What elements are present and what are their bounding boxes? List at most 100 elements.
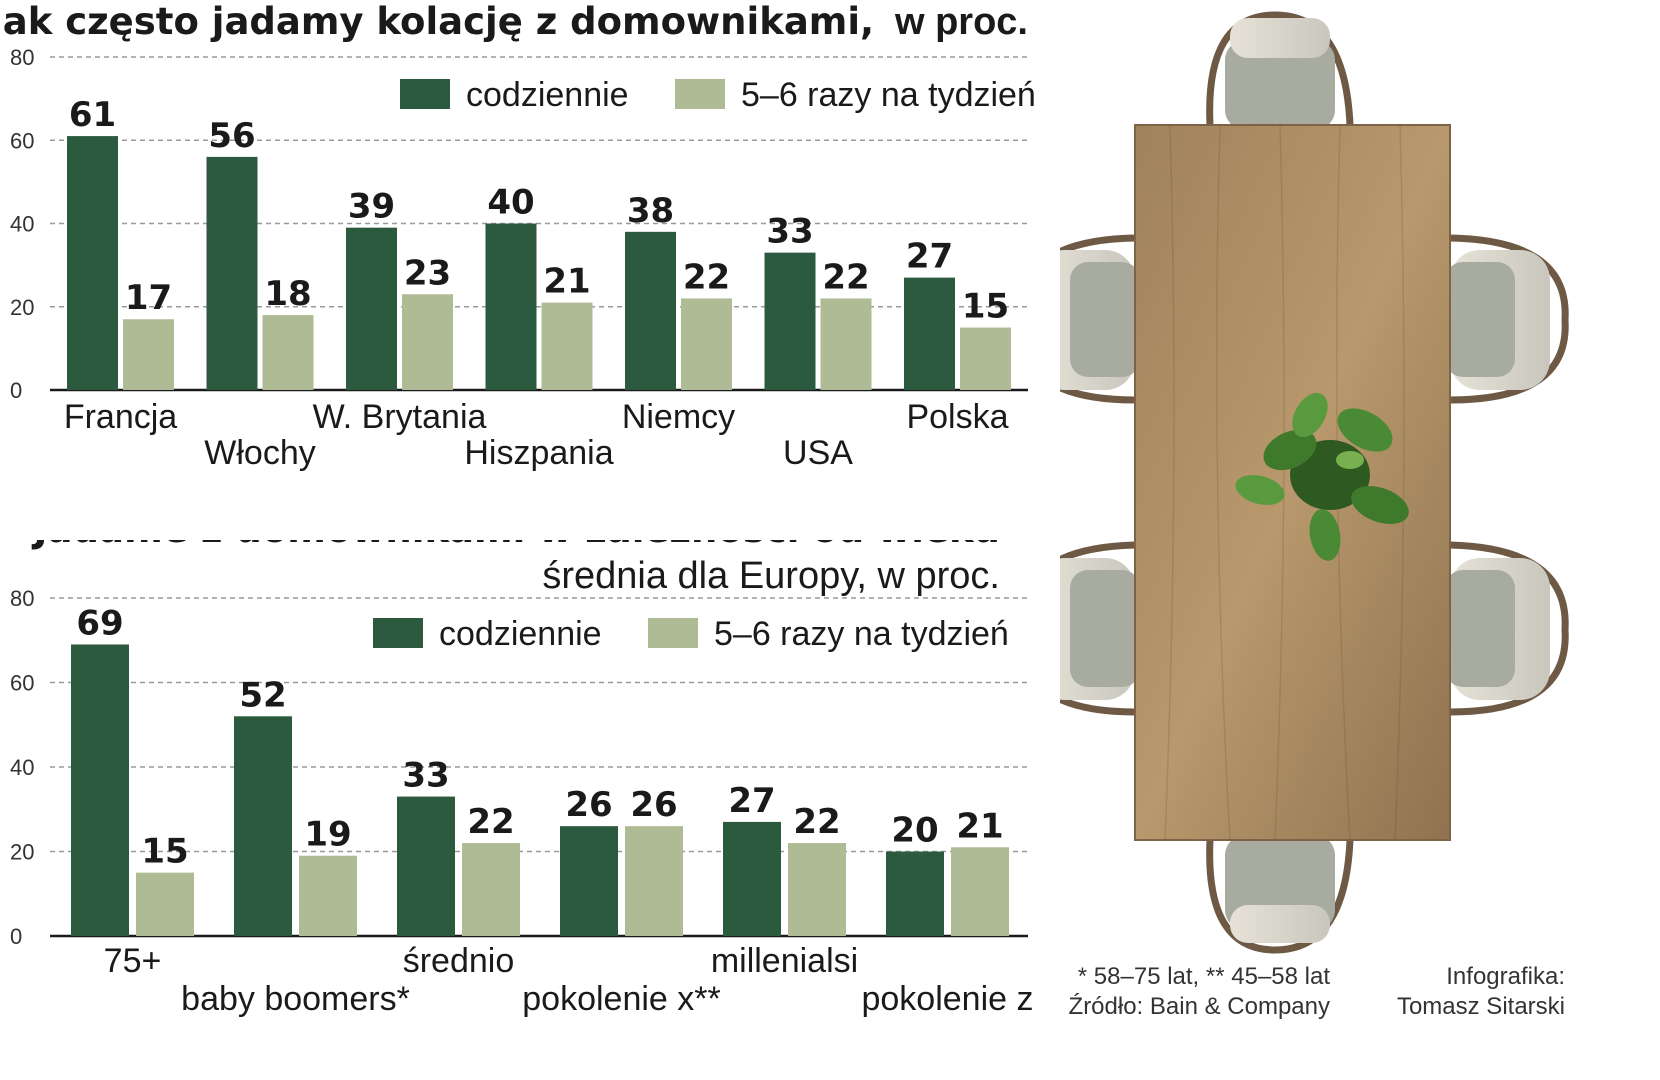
bar bbox=[136, 872, 194, 936]
data-label: 18 bbox=[264, 274, 311, 314]
category-label: 75+ bbox=[104, 942, 162, 980]
chair-left-top bbox=[1060, 234, 1140, 404]
data-label: 20 bbox=[891, 811, 938, 851]
data-label: 22 bbox=[822, 257, 869, 297]
y-tick-label: 0 bbox=[10, 924, 22, 949]
bar bbox=[723, 821, 781, 936]
y-tick-label: 20 bbox=[10, 840, 34, 865]
bar bbox=[541, 302, 593, 390]
category-label: millenialsi bbox=[711, 942, 858, 980]
data-label: 27 bbox=[906, 237, 953, 277]
bar bbox=[625, 231, 676, 390]
bar bbox=[485, 223, 537, 390]
category-label: Hiszpania bbox=[464, 434, 613, 472]
bar bbox=[820, 298, 872, 390]
chart-country: Jak często jadamy kolację z domownikami,… bbox=[0, 0, 1036, 472]
bar bbox=[123, 319, 174, 390]
bar bbox=[960, 327, 1011, 390]
legend-swatch bbox=[675, 79, 725, 109]
data-label: 15 bbox=[141, 832, 188, 872]
data-label: 56 bbox=[208, 116, 255, 156]
data-label: 21 bbox=[543, 262, 590, 302]
data-label: 22 bbox=[683, 257, 730, 297]
bar bbox=[299, 855, 357, 936]
footnote-block: * 58–75 lat, ** 45–58 lat Źródło: Bain &… bbox=[1030, 962, 1330, 1022]
legend-label: codziennie bbox=[466, 76, 629, 114]
footnote: * 58–75 lat, ** 45–58 lat bbox=[1077, 963, 1330, 990]
data-label: 23 bbox=[404, 253, 451, 293]
y-tick-label: 80 bbox=[10, 586, 34, 611]
legend-label: codziennie bbox=[439, 615, 602, 653]
bar bbox=[560, 826, 618, 936]
bar bbox=[262, 315, 314, 390]
y-tick-label: 60 bbox=[10, 671, 34, 696]
data-label: 38 bbox=[627, 191, 674, 231]
bar bbox=[788, 843, 846, 936]
data-label: 19 bbox=[304, 815, 351, 855]
data-label: 69 bbox=[76, 603, 123, 643]
credit-name: Tomasz Sitarski bbox=[1396, 993, 1565, 1020]
chart-title: Jadanie z domownikami w zależności od wi… bbox=[31, 540, 1000, 551]
bar bbox=[397, 796, 455, 936]
bar bbox=[764, 252, 816, 390]
legend-swatch bbox=[400, 79, 450, 109]
category-label: Niemcy bbox=[622, 398, 735, 436]
data-label: 52 bbox=[239, 675, 286, 715]
bar bbox=[402, 294, 453, 390]
chair-left-bottom bbox=[1060, 541, 1140, 716]
credit-label: Infografika: bbox=[1446, 963, 1565, 990]
plant-icon bbox=[1235, 392, 1409, 561]
legend-swatch bbox=[373, 618, 423, 648]
category-label: średnio bbox=[403, 942, 515, 980]
y-tick-label: 80 bbox=[10, 45, 34, 70]
category-label: Francja bbox=[64, 398, 177, 436]
data-label: 26 bbox=[630, 785, 677, 825]
legend-label: 5–6 razy na tydzień bbox=[741, 76, 1036, 114]
bar bbox=[462, 843, 520, 936]
data-label: 21 bbox=[956, 806, 1003, 846]
bar bbox=[681, 298, 732, 390]
bar bbox=[625, 826, 683, 936]
dining-table-illustration bbox=[1060, 11, 1569, 954]
data-label: 27 bbox=[728, 781, 775, 821]
bar bbox=[904, 277, 955, 390]
category-label: Włochy bbox=[204, 434, 315, 472]
chart-title: Jak często jadamy kolację z domownikami,… bbox=[0, 0, 1028, 43]
chart-subtitle: średnia dla Europy, w proc. bbox=[542, 555, 1000, 597]
data-label: 40 bbox=[487, 183, 534, 223]
bar bbox=[886, 851, 944, 936]
data-label: 39 bbox=[348, 187, 395, 227]
y-tick-label: 0 bbox=[10, 378, 22, 403]
credit-block: Infografika: Tomasz Sitarski bbox=[1380, 962, 1565, 1022]
data-label: 61 bbox=[69, 95, 116, 135]
category-label: pokolenie z bbox=[861, 980, 1033, 1018]
category-label: USA bbox=[783, 434, 853, 472]
bar bbox=[234, 716, 292, 936]
data-label: 17 bbox=[125, 278, 172, 318]
data-label: 26 bbox=[565, 785, 612, 825]
y-tick-label: 40 bbox=[10, 755, 34, 780]
chair-top bbox=[1206, 11, 1354, 130]
chair-right-bottom bbox=[1445, 541, 1569, 716]
data-label: 15 bbox=[962, 287, 1009, 327]
data-label: 22 bbox=[793, 802, 840, 842]
category-label: baby boomers* bbox=[181, 980, 410, 1018]
y-tick-label: 40 bbox=[10, 212, 34, 237]
chair-right-top bbox=[1445, 234, 1569, 404]
data-label: 33 bbox=[766, 212, 813, 252]
bar bbox=[346, 227, 397, 390]
legend-label: 5–6 razy na tydzień bbox=[714, 615, 1009, 653]
source: Źródło: Bain & Company bbox=[1068, 993, 1330, 1020]
y-tick-label: 60 bbox=[10, 128, 34, 153]
chair-bottom bbox=[1206, 835, 1354, 954]
bar bbox=[67, 136, 118, 390]
legend-swatch bbox=[648, 618, 698, 648]
data-label: 22 bbox=[467, 802, 514, 842]
category-label: Polska bbox=[906, 398, 1008, 436]
category-label: pokolenie x** bbox=[522, 980, 720, 1018]
category-label: W. Brytania bbox=[313, 398, 487, 436]
chart-age: Jadanie z domownikami w zależności od wi… bbox=[10, 540, 1034, 1018]
bar bbox=[206, 156, 258, 390]
y-tick-label: 20 bbox=[10, 295, 34, 320]
bar bbox=[951, 847, 1009, 936]
